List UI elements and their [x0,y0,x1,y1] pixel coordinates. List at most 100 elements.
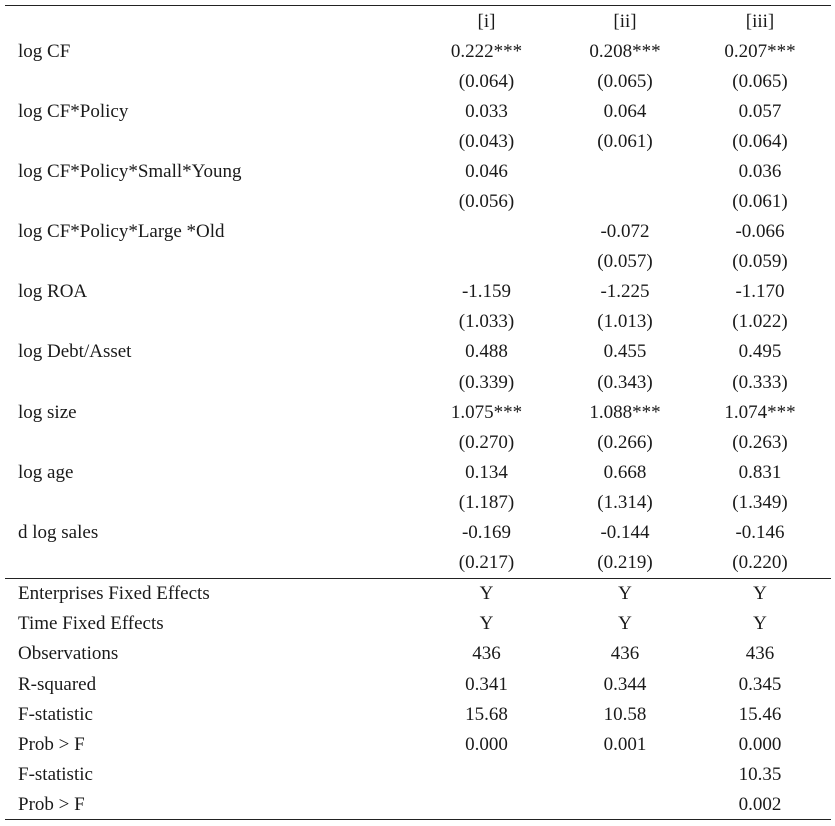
table-cell: (0.061) [597,130,653,152]
coefficient-row: d log sales -0.169 -0.144 -0.146 [5,518,831,548]
standard-error-row: (0.217) (0.219) (0.220) [5,548,831,578]
coefficient-row: log CF 0.222*** 0.208*** 0.207*** [5,36,831,66]
table-cell: (0.333) [732,371,788,393]
table-cell: (1.013) [597,311,653,333]
table-cell: (1.187) [458,491,515,513]
table-cell: (0.263) [732,431,788,453]
statistic-row: Prob > F 0.000 0.001 0.000 [5,729,831,759]
table-cell: -0.146 [735,522,785,544]
table-cell: (1.349) [732,491,788,513]
table-cell: (0.339) [458,371,515,393]
row-label: d log sales [18,522,99,544]
table-cell: (0.266) [597,431,653,453]
table-cell: (0.061) [732,191,788,213]
table-cell: Y [618,613,632,635]
table-cell: 0.000 [465,733,508,755]
table-cell: 0.208*** [589,40,661,62]
table-cell: 0.668 [603,461,647,483]
table-cell: 15.68 [465,703,508,725]
table-cell: (0.270) [458,431,515,453]
table-cell: 10.35 [738,763,782,785]
table-cell: Y [618,583,632,605]
statistic-row: R-squared 0.341 0.344 0.345 [5,669,831,699]
table-cell: (0.343) [597,371,653,393]
table-cell: 1.074*** [724,401,796,423]
table-cell: 0.000 [738,733,782,755]
row-label: log age [18,461,74,483]
row-label: Time Fixed Effects [18,613,164,635]
row-label: log CF*Policy [18,100,129,122]
table-cell: -1.159 [461,281,512,303]
table-cell: (0.064) [732,130,788,152]
table-cell: (0.064) [458,70,515,92]
row-label: log Debt/Asset [18,341,132,363]
table-cell: 1.088*** [589,401,661,423]
coefficient-row: log CF*Policy*Small*Young 0.046 0.036 [5,156,831,186]
table-cell: Y [479,583,494,605]
column-header: [iii] [745,10,775,32]
table-cell: (1.033) [458,311,515,333]
statistic-row: F-statistic 10.35 [5,759,831,789]
table-cell: (0.043) [458,130,515,152]
table-cell: 0.057 [738,100,782,122]
table-cell: 436 [472,643,501,665]
table-cell: Y [753,613,767,635]
table-cell: (0.065) [732,70,788,92]
table-cell: -0.169 [461,522,512,544]
row-label: Observations [18,643,119,665]
row-label: Prob > F [18,733,85,755]
column-header: [i] [477,10,496,32]
table-cell: 0.033 [465,100,508,122]
standard-error-row: (0.339) (0.343) (0.333) [5,367,831,397]
row-label: Enterprises Fixed Effects [18,583,210,605]
table-cell: 0.495 [738,341,782,363]
table-cell: 0.036 [738,160,782,182]
table-cell: -1.170 [735,281,785,303]
table-cell: 1.075*** [450,401,523,423]
coefficient-row: log CF*Policy*Large *Old -0.072 -0.066 [5,217,831,247]
table-cell: (1.022) [732,311,788,333]
table-cell: 0.207*** [724,40,796,62]
column-header: [ii] [613,10,637,32]
table-cell: 10.58 [603,703,647,725]
table-cell: 0.222*** [450,40,523,62]
table-cell: 0.455 [603,341,647,363]
standard-error-row: (1.187) (1.314) (1.349) [5,487,831,517]
coefficient-row: log Debt/Asset 0.488 0.455 0.495 [5,337,831,367]
table-cell: -1.225 [600,281,650,303]
statistic-row: Time Fixed Effects Y Y Y [5,609,831,639]
coefficient-row: log ROA -1.159 -1.225 -1.170 [5,277,831,307]
statistic-row: Observations 436 436 436 [5,639,831,669]
table-cell: 0.488 [465,341,508,363]
row-label: R-squared [18,673,97,695]
regression-table: [i] [ii] [iii] log CF 0.222*** 0.208*** 0.2… [5,5,831,821]
table-cell: 0.134 [465,461,508,483]
table-cell: 0.002 [738,793,782,815]
table-cell: (0.056) [458,191,515,213]
standard-error-row: (0.057) (0.059) [5,247,831,277]
row-label: log CF*Policy*Large *Old [18,221,225,243]
standard-error-row: (0.064) (0.065) (0.065) [5,66,831,96]
table-cell: -0.066 [735,221,785,243]
statistic-row: Prob > F 0.002 [5,789,831,819]
table-cell: (0.219) [597,552,653,574]
table-cell: Y [479,613,494,635]
coefficient-row: log age 0.134 0.668 0.831 [5,457,831,487]
statistics-section: Enterprises Fixed Effects Y Y Y Time Fixed E… [5,577,831,820]
row-label: Prob > F [18,793,85,815]
row-label: F-statistic [18,763,93,785]
coefficient-row: log CF*Policy 0.033 0.064 0.057 [5,96,831,126]
table-cell: 0.831 [738,461,782,483]
table-header-row: [i] [ii] [iii] [5,6,831,36]
row-label: log ROA [18,281,88,303]
row-label: log CF*Policy*Small*Young [18,160,242,182]
table-cell: Y [753,583,767,605]
table-cell: -0.144 [600,522,650,544]
table-cell: 15.46 [738,703,782,725]
table-cell: 0.341 [465,673,508,695]
table-cell: (1.314) [597,491,653,513]
coefficient-section: log CF 0.222*** 0.208*** 0.207*** (0.064) (0.… [5,36,831,578]
standard-error-row: (0.043) (0.061) (0.064) [5,126,831,156]
statistic-row: Enterprises Fixed Effects Y Y Y [5,577,831,609]
row-label: log size [18,401,77,423]
